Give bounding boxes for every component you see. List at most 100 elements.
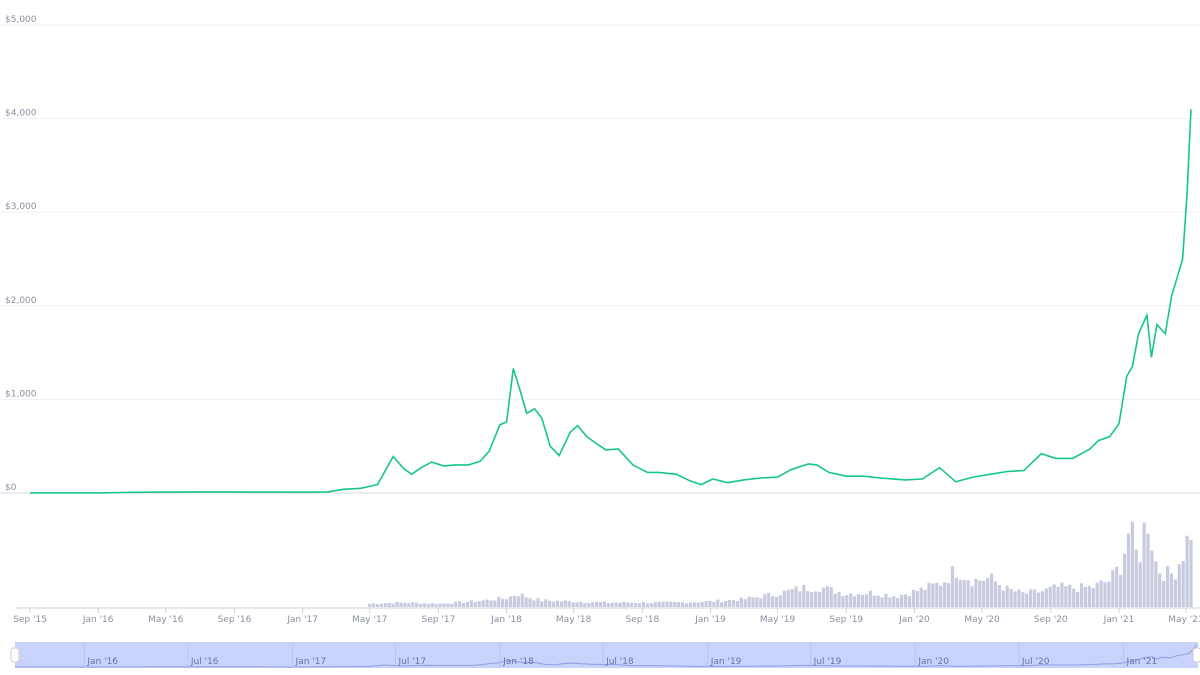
volume-bar bbox=[391, 603, 395, 607]
volume-bar bbox=[1134, 549, 1138, 607]
volume-bar bbox=[708, 600, 712, 607]
volume-bar bbox=[770, 596, 775, 607]
volume-bar bbox=[931, 583, 935, 607]
volume-bar bbox=[497, 596, 501, 607]
volume-bar bbox=[1013, 591, 1017, 607]
volume-bar bbox=[422, 603, 427, 607]
price-line bbox=[30, 109, 1192, 494]
volume-bar bbox=[661, 601, 665, 607]
navigator-tick-label: Jan '18 bbox=[502, 657, 534, 667]
volume-bar bbox=[1091, 587, 1095, 607]
volume-bar bbox=[939, 585, 943, 607]
volume-bar bbox=[461, 602, 466, 607]
volume-bar bbox=[802, 585, 806, 607]
volume-bar bbox=[724, 600, 728, 607]
volume-bar bbox=[602, 601, 606, 607]
volume-bar bbox=[1122, 553, 1127, 607]
volume-bar bbox=[782, 590, 786, 607]
navigator-tick-label: Jul '16 bbox=[190, 657, 219, 667]
volume-bar bbox=[634, 603, 638, 607]
volume-bar bbox=[813, 591, 818, 607]
volume-bar bbox=[1005, 585, 1009, 607]
x-tick-label: May '21 bbox=[1168, 615, 1200, 625]
volume-bar bbox=[657, 601, 661, 607]
volume-bar bbox=[962, 579, 966, 607]
volume-bar bbox=[1083, 587, 1088, 607]
x-tick-label: May '20 bbox=[964, 615, 1000, 625]
volume-bar bbox=[1060, 582, 1064, 607]
volume-bar bbox=[860, 594, 865, 607]
volume-bar bbox=[1001, 590, 1005, 607]
volume-bar bbox=[774, 597, 779, 607]
volume-bar bbox=[1107, 581, 1111, 607]
range-navigator[interactable]: Jan '16 Jul '16 Jan '17 Jul '17 Jan '18 Jul '… bbox=[10, 642, 1200, 668]
volume-bar bbox=[637, 603, 642, 607]
volume-bar bbox=[473, 602, 477, 607]
volume-bar bbox=[1064, 586, 1068, 607]
volume-bar bbox=[493, 600, 497, 607]
volume-bar bbox=[387, 603, 391, 607]
volume-bar bbox=[630, 602, 634, 607]
navigator-tick-label: Jan '19 bbox=[710, 657, 742, 667]
navigator-tick-label: Jul '17 bbox=[397, 657, 426, 667]
volume-bar bbox=[395, 601, 399, 607]
volume-bar bbox=[1087, 585, 1091, 607]
y-axis: $0 $1,000 $2,000 $3,000 $4,000 $5,000 bbox=[5, 15, 37, 493]
volume-bar bbox=[798, 591, 802, 607]
volume-bar bbox=[524, 597, 528, 607]
volume-bar bbox=[669, 601, 673, 607]
x-tick-label: Sep '18 bbox=[625, 615, 659, 625]
volume-bar bbox=[1158, 573, 1162, 607]
volume-bar bbox=[911, 589, 915, 607]
navigator-right-handle[interactable] bbox=[1192, 647, 1200, 663]
volume-bar bbox=[403, 602, 407, 607]
volume-bar bbox=[943, 582, 947, 607]
volume-bar bbox=[876, 595, 880, 607]
volume-bar bbox=[606, 602, 610, 607]
volume-bar bbox=[915, 591, 919, 607]
volume-bar bbox=[989, 573, 994, 607]
volume-bar bbox=[548, 600, 552, 607]
x-tick-label: Jan '19 bbox=[694, 615, 726, 625]
volume-bar bbox=[1095, 582, 1099, 607]
volume-bar bbox=[950, 566, 955, 607]
x-tick-label: May '18 bbox=[556, 615, 592, 625]
volume-bar bbox=[892, 596, 896, 607]
volume-bar bbox=[986, 577, 990, 607]
x-tick-label: May '16 bbox=[148, 615, 184, 625]
volume-bar bbox=[485, 599, 489, 607]
navigator-tick-label: Jul '18 bbox=[605, 657, 634, 667]
volume-bar bbox=[645, 603, 649, 607]
volume-bar bbox=[1044, 588, 1048, 607]
navigator-tick-label: Jan '17 bbox=[295, 657, 327, 667]
volume-bar bbox=[833, 593, 837, 607]
volume-bar bbox=[622, 601, 626, 607]
volume-bar bbox=[501, 598, 505, 607]
volume-bar bbox=[399, 602, 403, 607]
volume-bar bbox=[755, 597, 759, 607]
volume-bar bbox=[810, 592, 814, 607]
volume-bar bbox=[1021, 592, 1025, 607]
x-tick-label: Sep '20 bbox=[1034, 615, 1068, 625]
navigator-selection bbox=[15, 642, 1198, 668]
volume-bar bbox=[1181, 560, 1185, 607]
volume-bar bbox=[469, 600, 473, 607]
x-tick-label: Jan '20 bbox=[898, 615, 930, 625]
volume-bar bbox=[966, 580, 970, 607]
volume-bar bbox=[935, 582, 939, 607]
volume-bar bbox=[504, 599, 509, 607]
volume-bar bbox=[540, 601, 544, 607]
volume-bar bbox=[591, 602, 595, 607]
x-tick-label: Jan '21 bbox=[1103, 615, 1135, 625]
volume-bar bbox=[692, 602, 696, 607]
volume-bar bbox=[759, 598, 763, 607]
volume-bar bbox=[673, 602, 677, 607]
x-tick-label: May '17 bbox=[352, 615, 387, 625]
volume-bar bbox=[1079, 583, 1084, 607]
volume-bar bbox=[372, 603, 376, 607]
volume-bar bbox=[735, 601, 739, 607]
volume-bar bbox=[575, 602, 579, 607]
volume-bar bbox=[415, 602, 419, 607]
navigator-left-handle[interactable] bbox=[10, 647, 20, 663]
volume-bar bbox=[884, 593, 888, 607]
